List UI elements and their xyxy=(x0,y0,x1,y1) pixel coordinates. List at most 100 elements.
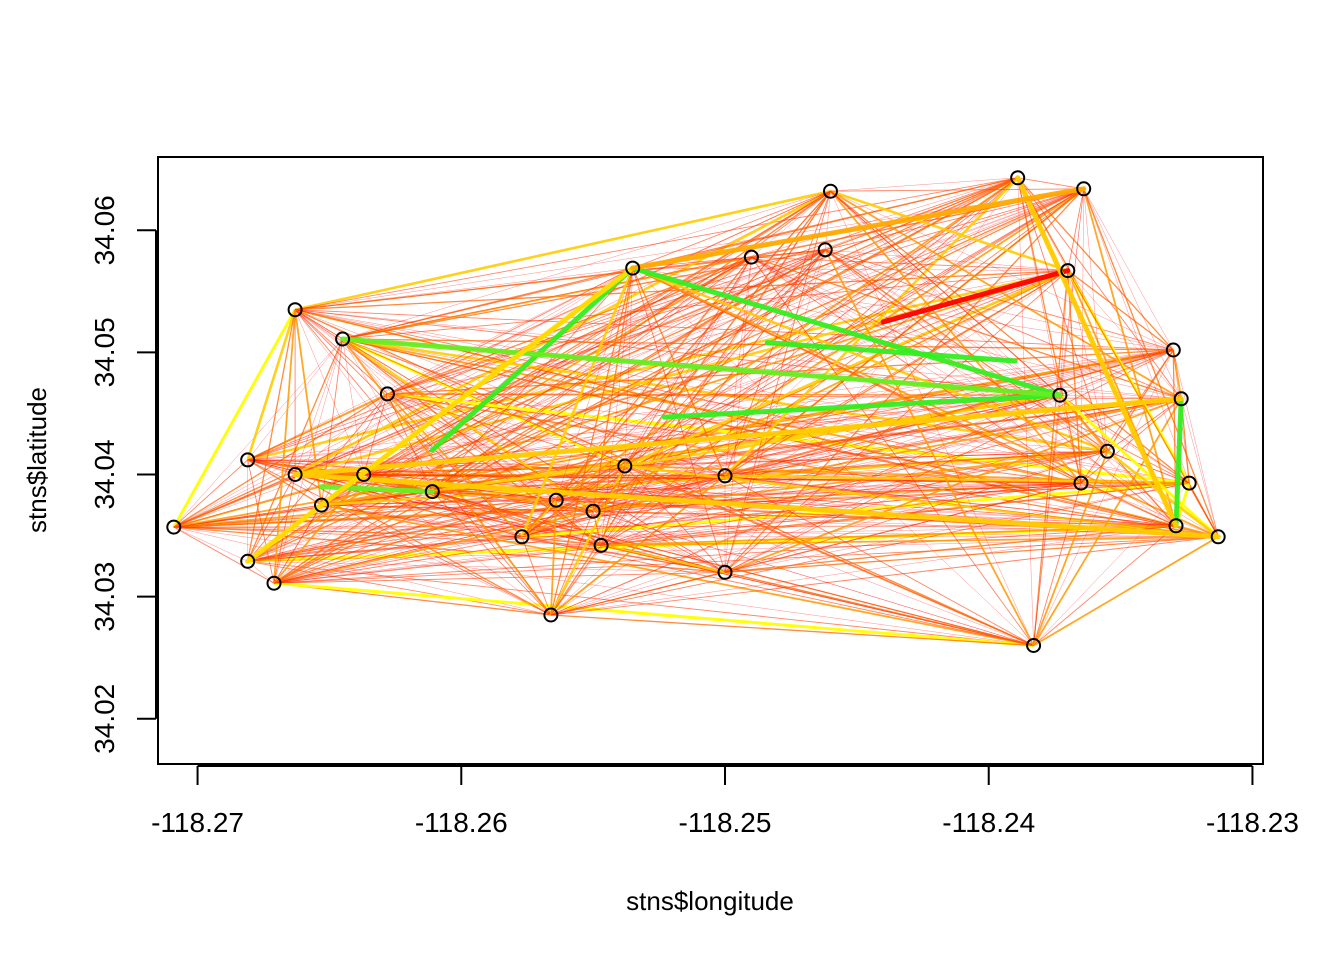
connection-line xyxy=(724,188,1085,477)
station-point xyxy=(1052,387,1068,403)
connection-line xyxy=(247,459,552,616)
heavy-connection-line xyxy=(292,396,1184,477)
connection-line xyxy=(173,459,249,528)
connection-line xyxy=(294,309,364,475)
heavy-connection-line xyxy=(245,265,636,564)
connection-line xyxy=(247,536,1219,562)
connection-line xyxy=(273,465,626,584)
connection-line xyxy=(247,270,1068,562)
connection-line xyxy=(601,450,1108,546)
station-point xyxy=(1073,475,1089,491)
y-tick-label: 34.05 xyxy=(89,317,120,387)
station-point xyxy=(287,302,303,318)
connection-line xyxy=(550,511,594,616)
connection-line xyxy=(825,249,1061,396)
connection-line xyxy=(387,249,826,395)
plot-frame xyxy=(157,156,1264,765)
connection-line xyxy=(556,451,1108,501)
station-point xyxy=(379,386,395,402)
connection-line xyxy=(247,309,296,562)
connection-line xyxy=(432,491,602,546)
connection-line xyxy=(1017,177,1182,400)
connection-line xyxy=(1032,450,1109,646)
heavy-connections xyxy=(245,175,1221,564)
station-point xyxy=(585,503,601,519)
connection-line xyxy=(1172,349,1183,399)
station-point xyxy=(314,497,329,513)
connection-line xyxy=(632,267,1182,400)
connection-line xyxy=(724,394,1060,477)
connection-line xyxy=(294,338,343,475)
connection-line xyxy=(1033,525,1177,646)
connection-line xyxy=(632,177,1018,269)
x-tick-label: -118.23 xyxy=(1206,807,1299,838)
connection-line xyxy=(555,268,633,501)
station-point xyxy=(1210,529,1226,545)
connection-line xyxy=(1033,395,1061,646)
connection-line xyxy=(363,190,831,476)
connection-line xyxy=(1017,177,1082,484)
y-axis: 34.02 34.03 34.04 34.05 34.06 xyxy=(89,195,157,754)
connection-line xyxy=(556,499,726,573)
connection-line xyxy=(830,190,1174,351)
station-point xyxy=(1010,170,1026,186)
connection-line xyxy=(173,526,248,562)
connection-line xyxy=(751,177,1018,258)
connection-line xyxy=(1067,188,1085,271)
station-point xyxy=(1165,342,1181,358)
connection-line xyxy=(724,475,1177,527)
connection-line xyxy=(550,536,1219,616)
connection-line xyxy=(247,482,1082,562)
connection-line xyxy=(341,337,594,513)
connection-line xyxy=(624,349,1174,467)
connection-line xyxy=(521,510,594,538)
connection-line xyxy=(751,256,1082,484)
connection-line xyxy=(273,177,1019,584)
connection-line xyxy=(342,338,1082,484)
connection-line xyxy=(363,177,1018,476)
connection-line xyxy=(751,249,826,258)
connection-line xyxy=(172,308,297,528)
connection-line xyxy=(824,249,1035,646)
connection-line xyxy=(632,249,826,269)
connection-line xyxy=(521,536,602,547)
connection-line xyxy=(632,190,831,269)
connection-line xyxy=(1080,398,1182,484)
connection-line xyxy=(321,504,1034,647)
connection-line xyxy=(294,189,831,311)
station-point xyxy=(717,468,733,484)
connection-line xyxy=(824,249,1177,527)
connection-line xyxy=(550,270,1068,616)
station-point xyxy=(717,564,733,580)
connection-line xyxy=(247,459,296,475)
connection-line xyxy=(294,393,388,475)
connection-line xyxy=(363,473,1034,647)
connection-line xyxy=(550,398,1182,616)
connection-line xyxy=(363,474,522,538)
connection-line xyxy=(1033,482,1190,646)
connection-line xyxy=(550,349,1174,616)
station-point xyxy=(593,537,609,553)
station-point xyxy=(287,467,303,482)
connection-line xyxy=(825,249,1068,271)
connection-line xyxy=(593,510,1177,527)
connection-line xyxy=(1033,536,1219,647)
connection-line xyxy=(432,490,557,502)
connection-line xyxy=(1083,188,1219,538)
station-point xyxy=(240,553,256,569)
station-point xyxy=(817,242,833,258)
y-axis-title: stns$latitude xyxy=(22,387,52,533)
connection-line xyxy=(273,571,726,584)
connection-line xyxy=(724,451,1108,477)
connection-line xyxy=(247,459,275,584)
connection-line xyxy=(550,267,634,616)
connection-line xyxy=(724,536,1219,573)
connection-line xyxy=(273,398,1182,584)
connection-line xyxy=(247,474,296,562)
connection-line xyxy=(724,475,1034,646)
connection-line xyxy=(724,398,1182,477)
connection-line xyxy=(624,398,1182,467)
connection-line xyxy=(321,504,726,573)
connection-line xyxy=(724,349,1174,573)
